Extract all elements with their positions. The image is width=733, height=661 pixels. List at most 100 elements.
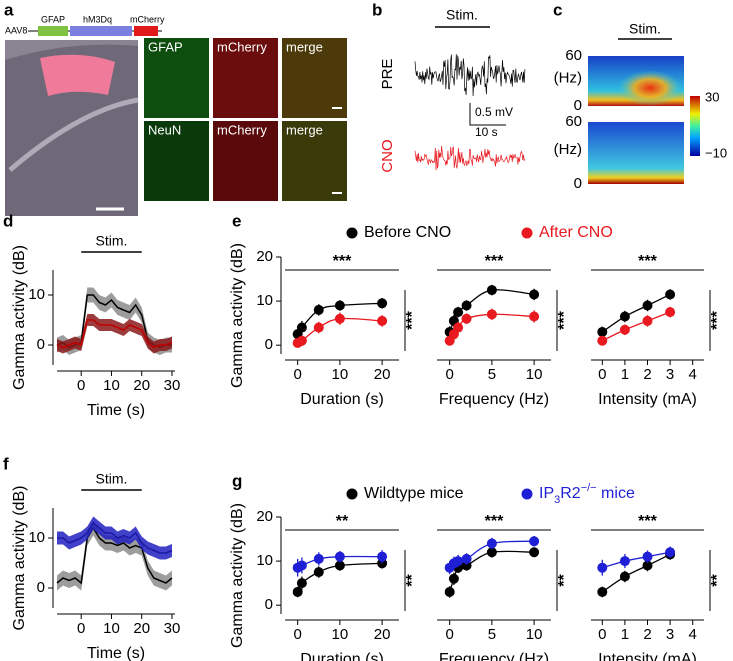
x-tick-label: 30 <box>164 620 181 637</box>
y-tick-label: 0 <box>37 336 45 353</box>
x-tick-label: 3 <box>666 626 674 643</box>
data-point <box>444 586 455 597</box>
fit-curve <box>602 311 671 342</box>
data-point <box>642 560 653 571</box>
x-axis-label: Duration (s) <box>300 391 384 408</box>
x-tick-label: 1 <box>621 626 629 643</box>
y-axis-label: Gamma activity (dB) <box>229 243 246 388</box>
legend-label: Before CNO <box>364 224 451 241</box>
x-tick-label: 10 <box>332 366 349 383</box>
panel-label: f <box>3 454 9 473</box>
data-point <box>529 289 540 300</box>
element-label: GFAP <box>41 14 65 24</box>
heatmap <box>588 122 684 184</box>
scale-label: 0.5 mV <box>475 105 513 119</box>
legend-marker <box>521 488 533 500</box>
data-point <box>529 311 540 322</box>
scale-bar <box>469 103 506 126</box>
freq-tick-label: 0 <box>574 175 582 192</box>
data-point <box>296 322 307 333</box>
series-significance: *** <box>709 310 726 329</box>
x-axis-label: Intensity (mA) <box>598 651 697 661</box>
data-point <box>486 309 497 320</box>
tile <box>213 38 278 118</box>
y-tick-label: 10 <box>28 286 45 303</box>
y-tick-label: 0 <box>37 579 45 596</box>
data-point <box>296 578 307 589</box>
data-point <box>448 573 459 584</box>
data-point <box>377 551 388 562</box>
data-point <box>619 571 630 582</box>
data-point <box>486 285 497 296</box>
y-tick-label: 20 <box>256 248 273 265</box>
x-tick-label: 2 <box>643 366 651 383</box>
y-axis-label: Gamma activity (dB) <box>11 245 28 390</box>
data-point <box>313 567 324 578</box>
x-axis-label: Frequency (Hz) <box>439 391 549 408</box>
data-point <box>665 289 676 300</box>
x-tick-label: 10 <box>526 366 543 383</box>
x-tick-label: 0 <box>445 626 453 643</box>
freq-unit: (Hz) <box>554 69 582 86</box>
x-tick-label: 4 <box>689 626 697 643</box>
legend-marker <box>346 227 358 239</box>
x-tick-label: 20 <box>374 366 391 383</box>
x-tick-label: 10 <box>103 620 120 637</box>
fit-curve <box>602 551 671 569</box>
colorbar <box>690 96 700 156</box>
panel-label: d <box>3 211 13 230</box>
trace <box>414 54 526 97</box>
data-point <box>486 538 497 549</box>
freq-tick-label: 60 <box>565 47 582 64</box>
stim-label: Stim. <box>446 7 478 23</box>
annotation: Stim. <box>96 471 128 487</box>
y-axis-label: Gamma activity (dB) <box>229 503 246 648</box>
y-tick-label: 20 <box>256 508 273 525</box>
x-tick-label: 5 <box>488 366 496 383</box>
data-point <box>642 300 653 311</box>
data-point <box>292 586 303 597</box>
x-tick-label: 0 <box>598 626 606 643</box>
x-tick-label: 0 <box>293 626 301 643</box>
y-tick-label: 10 <box>256 292 273 309</box>
tile <box>282 121 347 201</box>
x-tick-label: 3 <box>666 366 674 383</box>
x-axis-label: Frequency (Hz) <box>439 651 549 661</box>
tile-label: merge <box>286 39 323 54</box>
data-point <box>619 556 630 567</box>
series-significance: *** <box>404 310 421 329</box>
element-label: hM3Dq <box>83 14 112 24</box>
x-tick-label: 0 <box>445 366 453 383</box>
significance: *** <box>485 513 504 530</box>
row-label: CNO <box>379 139 396 172</box>
x-tick-label: 2 <box>643 626 651 643</box>
x-axis-label: Intensity (mA) <box>598 391 697 408</box>
error-band <box>57 516 172 560</box>
colorbar-label: 30 <box>705 89 719 104</box>
y-axis-label: Gamma activity (dB) <box>11 486 28 631</box>
fit-curve <box>601 553 671 593</box>
significance: *** <box>485 253 504 270</box>
data-point <box>619 324 630 335</box>
vector-label: AAV8 <box>5 25 27 35</box>
legend-label: After CNO <box>539 224 613 241</box>
freq-unit: (Hz) <box>554 141 582 158</box>
gfap-box <box>38 26 68 36</box>
freq-tick-label: 0 <box>574 97 582 114</box>
data-point <box>461 300 472 311</box>
heatmap-blob <box>618 70 682 106</box>
data-point <box>642 551 653 562</box>
data-point <box>377 298 388 309</box>
tile <box>144 121 209 201</box>
y-tick-label: 0 <box>265 596 273 613</box>
x-tick-label: 0 <box>77 377 85 394</box>
tile <box>213 121 278 201</box>
x-axis-label: Time (s) <box>87 645 145 661</box>
panel-label: g <box>232 471 242 490</box>
scale-label: 10 s <box>475 125 498 139</box>
panel-label: a <box>4 0 14 19</box>
data-point <box>461 553 472 564</box>
x-tick-label: 20 <box>374 626 391 643</box>
data-point <box>296 560 307 571</box>
